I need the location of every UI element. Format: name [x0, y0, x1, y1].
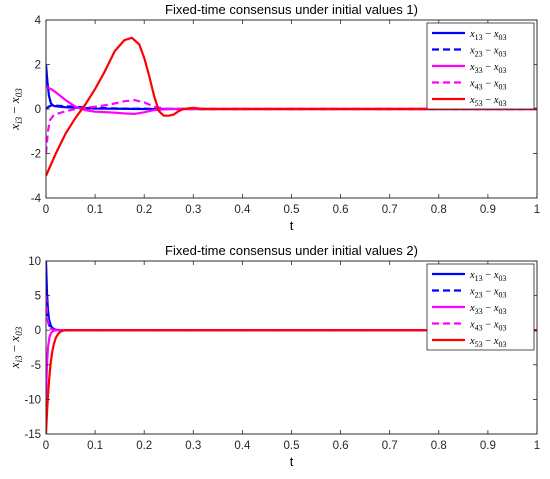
- x-tick-label: 0.3: [185, 440, 201, 452]
- x-axis-label: t: [290, 454, 294, 469]
- x-tick-label: 0.9: [480, 204, 496, 216]
- legend-label: x13 − x03: [469, 29, 507, 42]
- series-line-4: [46, 99, 537, 154]
- x-tick-label: 0.6: [333, 440, 349, 452]
- legend: x13 − x03 x23 − x03 x33 − x03 x43 − x03 x53 …: [426, 263, 535, 351]
- y-tick-label: -4: [31, 193, 42, 205]
- y-tick-label: -2: [31, 149, 41, 161]
- y-tick-label: 0: [35, 325, 41, 337]
- series-line-2: [46, 104, 537, 111]
- x-tick-label: 0.8: [431, 440, 447, 452]
- y-tick-label: 4: [35, 15, 42, 27]
- x-tick-label: 0.3: [185, 204, 201, 216]
- y-axis-label: xi3 − x03: [7, 88, 24, 131]
- legend-label: x23 − x03: [469, 46, 507, 59]
- legend-label: x13 − x03: [469, 270, 507, 283]
- x-tick-label: 0.2: [136, 204, 152, 216]
- legend-label: x33 − x03: [469, 303, 507, 316]
- series-line-5: [46, 329, 537, 434]
- x-tick-label: 1: [534, 204, 540, 216]
- x-tick-label: 0.1: [87, 440, 103, 452]
- legend-label: x43 − x03: [469, 79, 507, 92]
- x-tick-label: 0: [43, 440, 49, 452]
- y-tick-label: -15: [24, 429, 41, 441]
- x-tick-label: 0.4: [234, 440, 251, 452]
- x-tick-label: 0.6: [333, 204, 349, 216]
- x-tick-label: 0.5: [284, 440, 300, 452]
- legend: x13 − x03 x23 − x03 x33 − x03 x43 − x03 x53 …: [426, 22, 535, 110]
- chart-2: 0 0.1 0.2 0.3 0.4 0.5 0.6 0.7 0.8 0.9 1 -15 -10 -5 0 5 1…: [7, 243, 540, 469]
- series-group: [46, 261, 537, 434]
- series-group: [46, 36, 537, 177]
- x-tick-label: 0.2: [136, 440, 152, 452]
- x-tick-label: 0.7: [382, 204, 398, 216]
- legend-label: x53 − x03: [469, 336, 507, 349]
- legend-label: x33 − x03: [469, 62, 507, 75]
- x-tick-label: 0.8: [431, 204, 447, 216]
- y-axis-label: xi3 − x03: [7, 326, 24, 369]
- chart-title: Fixed-time consensus under initial value…: [165, 2, 418, 17]
- x-tick-label: 0.9: [480, 440, 496, 452]
- x-axis-label: t: [290, 218, 294, 233]
- y-tick-label: -10: [24, 394, 41, 406]
- series-line-5: [46, 36, 537, 177]
- x-tick-label: 0.5: [284, 204, 300, 216]
- x-tick-label: 0.4: [234, 204, 251, 216]
- chart-1: 0 0.1 0.2 0.3 0.4 0.5 0.6 0.7 0.8 0.9 1 -4 -2 0 2 4 Fixe…: [7, 2, 540, 233]
- y-tick-label: 10: [28, 256, 41, 268]
- x-tick-label: 0.7: [382, 440, 398, 452]
- legend-label: x23 − x03: [469, 287, 507, 300]
- chart-title: Fixed-time consensus under initial value…: [165, 243, 418, 258]
- y-tick-label: 2: [35, 60, 41, 72]
- legend-label: x43 − x03: [469, 320, 507, 333]
- y-tick-label: -5: [31, 360, 41, 372]
- x-tick-label: 0.1: [87, 204, 103, 216]
- y-tick-label: 5: [35, 291, 41, 303]
- x-tick-label: 1: [534, 440, 540, 452]
- series-line-3: [46, 85, 537, 115]
- x-tick-label: 0: [43, 204, 49, 216]
- legend-label: x53 − x03: [469, 95, 507, 108]
- y-tick-label: 0: [35, 104, 41, 116]
